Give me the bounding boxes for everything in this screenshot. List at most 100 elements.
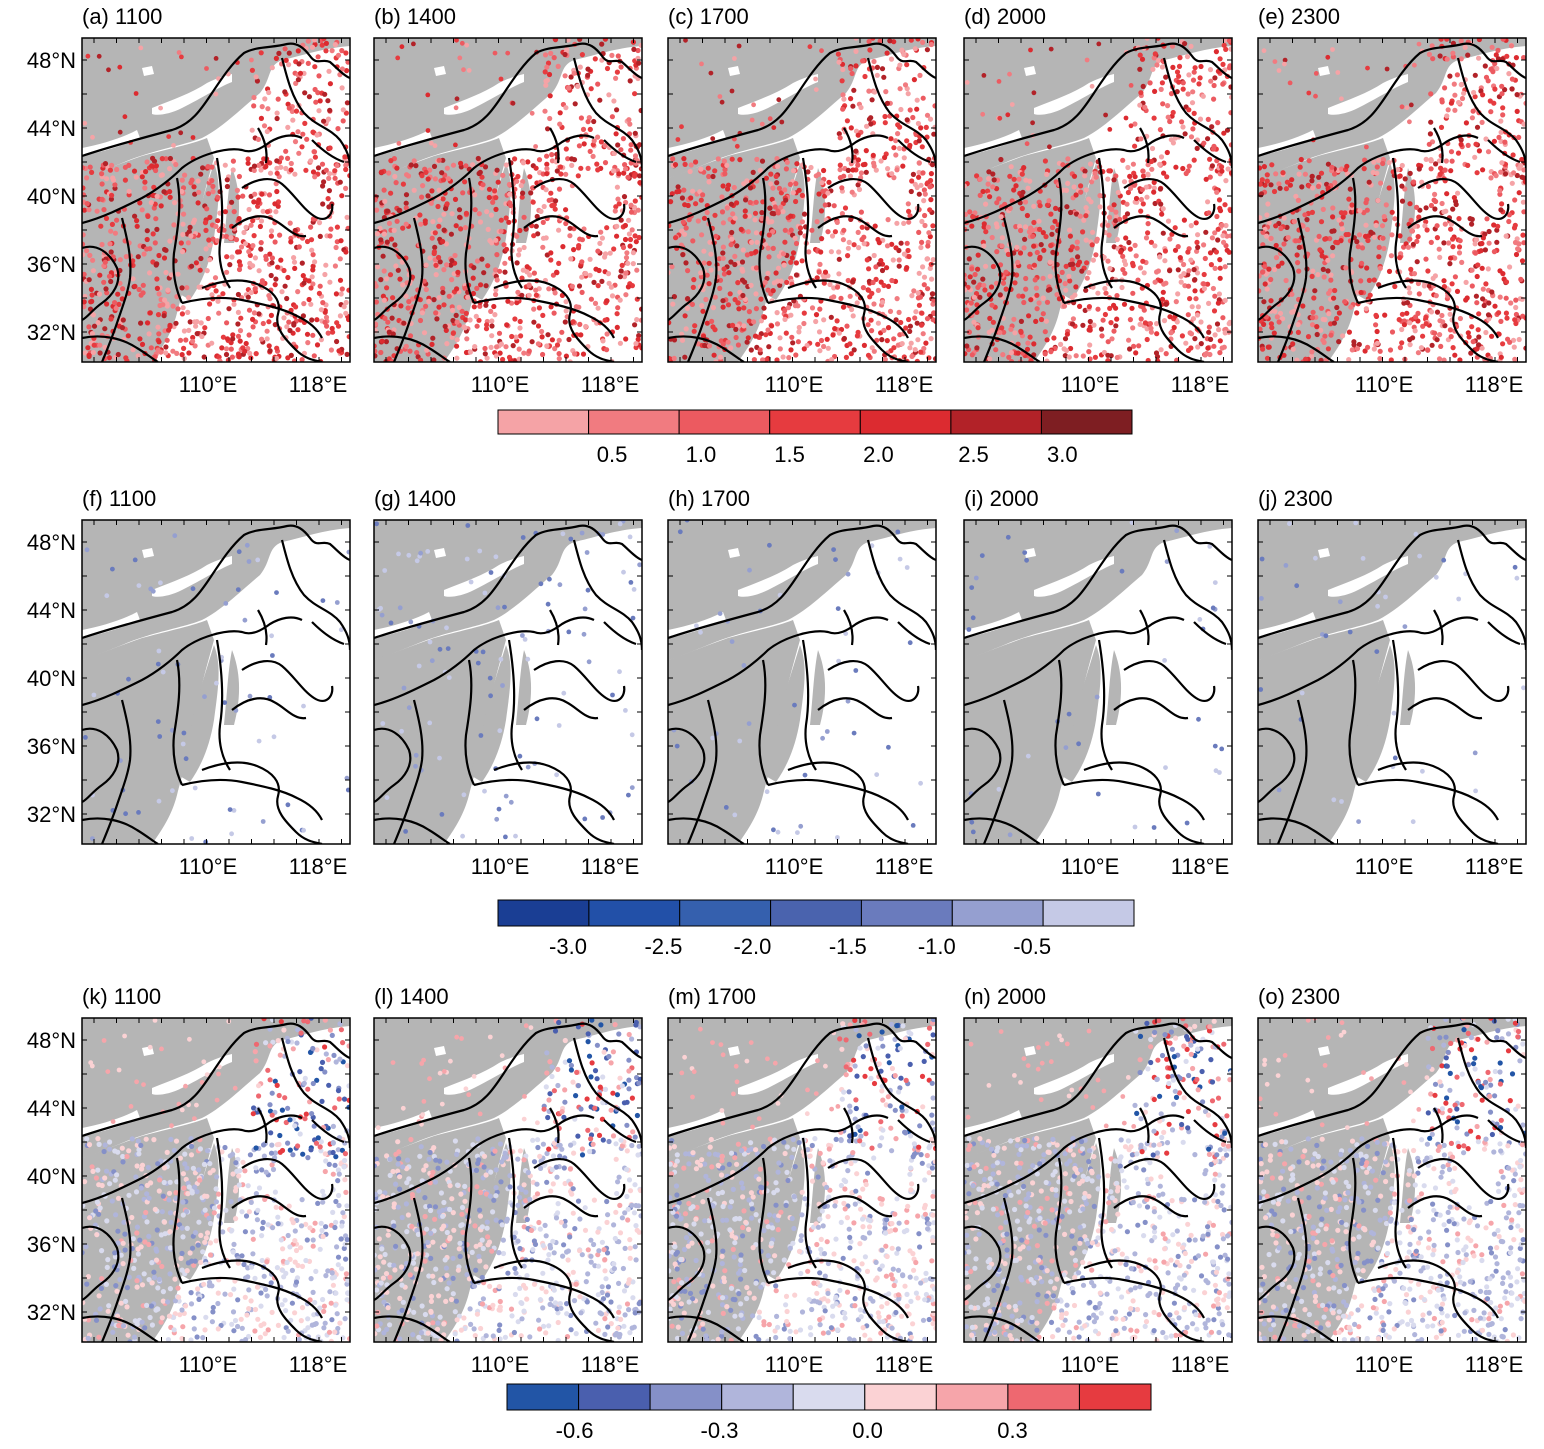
station-dot: [1340, 333, 1345, 338]
station-dot: [1183, 341, 1188, 346]
map-body: [962, 36, 1235, 365]
station-dot: [482, 346, 487, 351]
station-dot: [250, 263, 255, 268]
station-dot: [519, 183, 524, 188]
station-dot: [316, 165, 321, 170]
station-dot: [712, 353, 717, 358]
station-dot: [181, 212, 186, 217]
station-dot: [1365, 345, 1370, 350]
station-dot: [1417, 291, 1422, 296]
station-dot: [850, 190, 855, 195]
station-dot: [544, 187, 549, 192]
station-dot: [1414, 205, 1419, 210]
station-dot: [451, 331, 456, 336]
station-dot: [734, 243, 739, 248]
station-dot: [1047, 287, 1052, 292]
station-dot: [815, 342, 820, 347]
station-dot: [774, 174, 779, 179]
station-dot: [252, 310, 257, 315]
station-dot: [1297, 245, 1302, 250]
station-dot: [1186, 348, 1191, 353]
station-dot: [309, 248, 314, 253]
station-dot: [1153, 280, 1158, 285]
station-dot: [832, 326, 837, 331]
station-dot: [604, 225, 609, 230]
station-dot: [823, 270, 828, 275]
station-dot: [497, 331, 502, 336]
station-dot: [196, 200, 201, 205]
station-dot: [1492, 304, 1497, 309]
station-dot: [849, 125, 854, 130]
station-dot: [851, 313, 856, 318]
station-dot: [861, 285, 866, 290]
station-dot: [205, 268, 210, 273]
station-dot: [303, 168, 308, 173]
station-dot: [876, 321, 881, 326]
station-dot: [103, 260, 108, 265]
station-dot: [864, 124, 869, 129]
station-dot: [990, 235, 995, 240]
station-dot: [909, 354, 914, 359]
station-dot: [112, 182, 117, 187]
station-dot: [794, 260, 799, 265]
station-dot: [932, 103, 937, 108]
station-dot: [767, 206, 772, 211]
station-dot: [285, 125, 290, 130]
station-dot: [156, 331, 161, 336]
station-dot: [454, 344, 459, 349]
station-dot: [768, 172, 773, 177]
station-dot: [1186, 284, 1191, 289]
station-dot: [830, 332, 835, 337]
station-dot: [684, 326, 689, 331]
station-dot: [1330, 214, 1335, 219]
station-dot: [163, 270, 168, 275]
station-dot: [853, 149, 858, 154]
station-dot: [1354, 310, 1359, 315]
station-dot: [987, 356, 992, 361]
station-dot: [392, 242, 397, 247]
station-dot: [631, 47, 636, 52]
station-dot: [1358, 278, 1363, 283]
station-dot: [1342, 299, 1347, 304]
station-dot: [1475, 262, 1480, 267]
station-dot: [901, 221, 906, 226]
station-dot: [167, 166, 172, 171]
station-dot: [188, 180, 193, 185]
station-dot: [243, 241, 248, 246]
station-dot: [437, 218, 442, 223]
station-dot: [1265, 172, 1270, 177]
station-dot: [1099, 327, 1104, 332]
station-dot: [1413, 314, 1418, 319]
station-dot: [382, 199, 387, 204]
station-dot: [1085, 276, 1090, 281]
station-dot: [252, 233, 257, 238]
station-dot: [457, 305, 462, 310]
station-dot: [1063, 288, 1068, 293]
station-dot: [1475, 274, 1480, 279]
station-dot: [205, 164, 210, 169]
station-dot: [1520, 297, 1525, 302]
station-dot: [194, 260, 199, 265]
station-dot: [978, 193, 983, 198]
station-dot: [200, 165, 205, 170]
station-dot: [339, 193, 344, 198]
station-dot: [1075, 240, 1080, 245]
station-dot: [919, 240, 924, 245]
station-dot: [1413, 328, 1418, 333]
station-dot: [465, 295, 470, 300]
station-dot: [1516, 135, 1521, 140]
station-dot: [1487, 241, 1492, 246]
station-dot: [315, 132, 320, 137]
station-dot: [1125, 211, 1130, 216]
station-dot: [872, 163, 877, 168]
station-dot: [468, 317, 473, 322]
station-dot: [178, 130, 183, 135]
station-dot: [343, 311, 348, 316]
station-dot: [517, 247, 522, 252]
station-dot: [717, 286, 722, 291]
station-dot: [623, 223, 628, 228]
station-dot: [417, 212, 422, 217]
station-dot: [819, 338, 824, 343]
station-dot: [1435, 310, 1440, 315]
station-dot: [904, 265, 909, 270]
